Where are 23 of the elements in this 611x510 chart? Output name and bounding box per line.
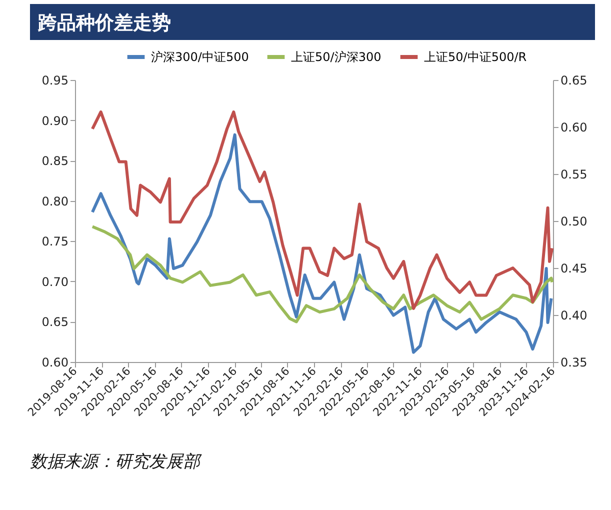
y-tick-label: 0.80 [42,194,68,208]
y-tick-label: 0.90 [42,114,68,128]
y2-tick-label: 0.50 [560,214,588,228]
chart-title: 跨品种价差走势 [37,12,171,34]
y-tick-label: 0.75 [42,234,68,249]
y-tick-label: 0.95 [42,74,68,88]
y-tick-label: 0.65 [42,315,68,330]
line-series [90,133,553,354]
y-tick-label: 0.85 [42,154,68,168]
y2-tick-label: 0.35 [560,356,588,370]
y2-tick-label: 0.60 [560,120,588,134]
y2-tick-label: 0.65 [560,74,588,88]
y2-tick-label: 0.55 [560,168,588,182]
y2-tick-label: 0.45 [560,262,588,276]
line-series [90,225,554,324]
legend-label: 上证50/中证500/R [424,50,527,64]
y2-tick-label: 0.40 [560,308,588,322]
source-note: 数据来源：研究发展部 [30,452,202,472]
y-tick-label: 0.70 [42,274,68,289]
legend-label: 沪深300/中证500 [151,50,249,64]
y-tick-label: 0.60 [42,356,68,370]
line-series [90,110,554,310]
legend-label: 上证50/沪深300 [291,50,382,64]
